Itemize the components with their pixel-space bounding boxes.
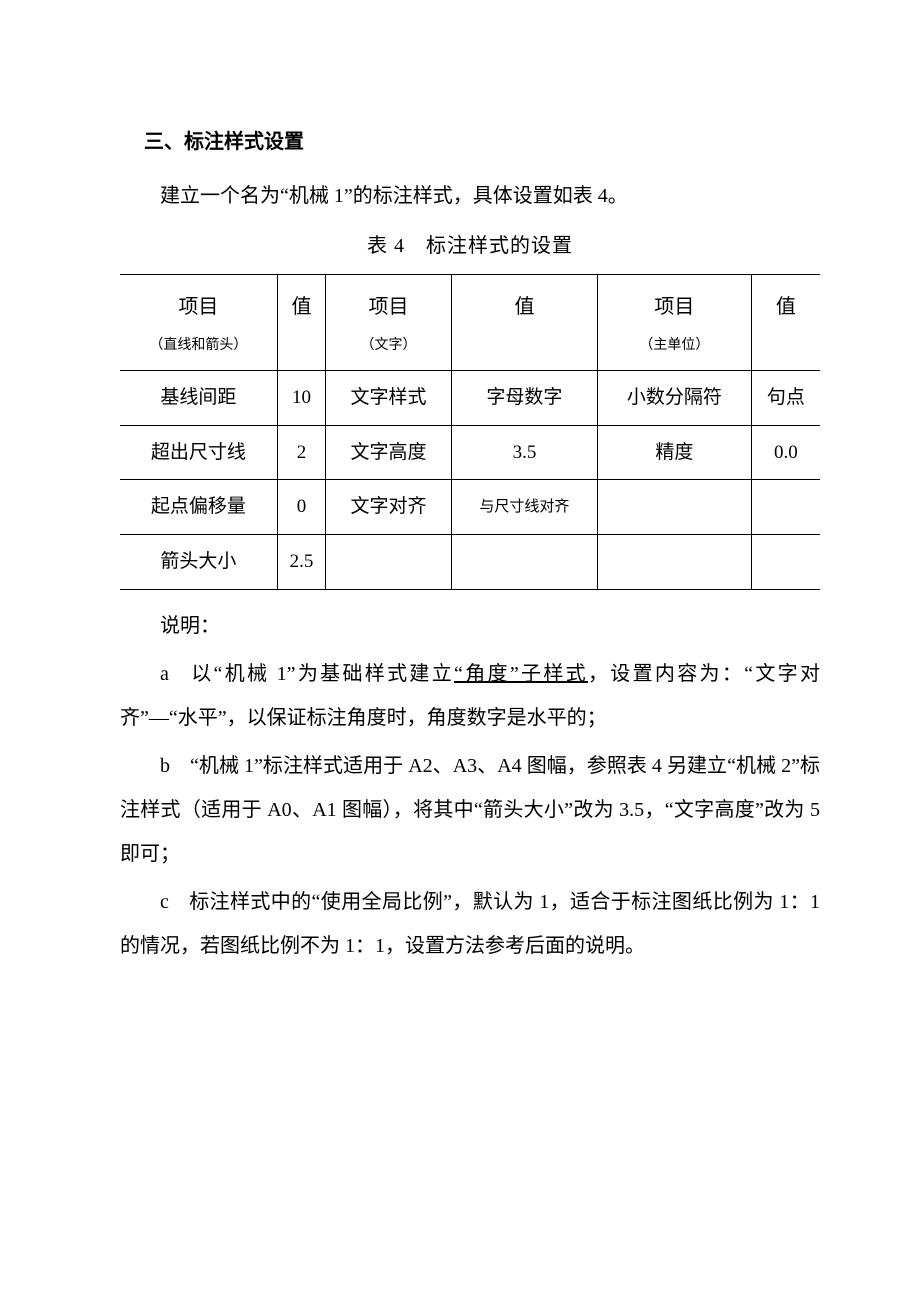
col-subheader: （直线和箭头） <box>120 331 277 370</box>
table-cell: 文字对齐 <box>326 480 452 535</box>
table-cell <box>598 535 752 590</box>
table-cell: 10 <box>277 370 325 425</box>
note-item-a: a 以“机械 1”为基础样式建立“角度”子样式，设置内容为：“文字对齐”—“水平… <box>120 652 820 740</box>
table-cell: 超出尺寸线 <box>120 425 277 480</box>
col-header: 值 <box>451 275 597 332</box>
col-header: 项目 <box>326 275 452 332</box>
table-cell: 2 <box>277 425 325 480</box>
col-header: 项目 <box>598 275 752 332</box>
col-subheader <box>751 331 820 370</box>
table-cell <box>326 535 452 590</box>
table-row: 箭头大小 2.5 <box>120 535 820 590</box>
col-header: 值 <box>277 275 325 332</box>
table-cell: 与尺寸线对齐 <box>451 480 597 535</box>
col-subheader <box>451 331 597 370</box>
table-caption: 表 4 标注样式的设置 <box>120 224 820 268</box>
table-cell: 文字样式 <box>326 370 452 425</box>
table-cell <box>598 480 752 535</box>
col-header: 值 <box>751 275 820 332</box>
col-subheader <box>277 331 325 370</box>
table-cell <box>751 535 820 590</box>
notes-label: 说明： <box>120 604 820 648</box>
dimension-style-table: 项目 值 项目 值 项目 值 （直线和箭头） （文字） （主单位） 基线间距 1… <box>120 274 820 590</box>
table-cell: 基线间距 <box>120 370 277 425</box>
table-body: 基线间距 10 文字样式 字母数字 小数分隔符 句点 超出尺寸线 2 文字高度 … <box>120 370 820 589</box>
note-item-c: c 标注样式中的“使用全局比例”，默认为 1，适合于标注图纸比例为 1：1 的情… <box>120 880 820 968</box>
table-row: 超出尺寸线 2 文字高度 3.5 精度 0.0 <box>120 425 820 480</box>
table-cell <box>751 480 820 535</box>
col-subheader: （主单位） <box>598 331 752 370</box>
table-cell: 0 <box>277 480 325 535</box>
table-header-row-sub: （直线和箭头） （文字） （主单位） <box>120 331 820 370</box>
table-cell: 0.0 <box>751 425 820 480</box>
table-cell: 小数分隔符 <box>598 370 752 425</box>
col-subheader: （文字） <box>326 331 452 370</box>
col-header: 项目 <box>120 275 277 332</box>
intro-paragraph: 建立一个名为“机械 1”的标注样式，具体设置如表 4。 <box>120 174 820 218</box>
table-row: 基线间距 10 文字样式 字母数字 小数分隔符 句点 <box>120 370 820 425</box>
table-cell: 文字高度 <box>326 425 452 480</box>
table-cell: 箭头大小 <box>120 535 277 590</box>
table-cell: 3.5 <box>451 425 597 480</box>
table-cell: 起点偏移量 <box>120 480 277 535</box>
note-a-pre: a 以“机械 1”为基础样式建立 <box>160 663 454 685</box>
table-row: 起点偏移量 0 文字对齐 与尺寸线对齐 <box>120 480 820 535</box>
table-header-row-main: 项目 值 项目 值 项目 值 <box>120 275 820 332</box>
note-a-underlined: “角度”子样式 <box>454 663 588 685</box>
section-heading: 三、标注样式设置 <box>144 120 820 164</box>
table-cell: 句点 <box>751 370 820 425</box>
table-cell: 字母数字 <box>451 370 597 425</box>
note-item-b: b “机械 1”标注样式适用于 A2、A3、A4 图幅，参照表 4 另建立“机械… <box>120 744 820 876</box>
table-cell <box>451 535 597 590</box>
table-cell: 精度 <box>598 425 752 480</box>
document-page: 三、标注样式设置 建立一个名为“机械 1”的标注样式，具体设置如表 4。 表 4… <box>0 0 920 1032</box>
table-cell: 2.5 <box>277 535 325 590</box>
